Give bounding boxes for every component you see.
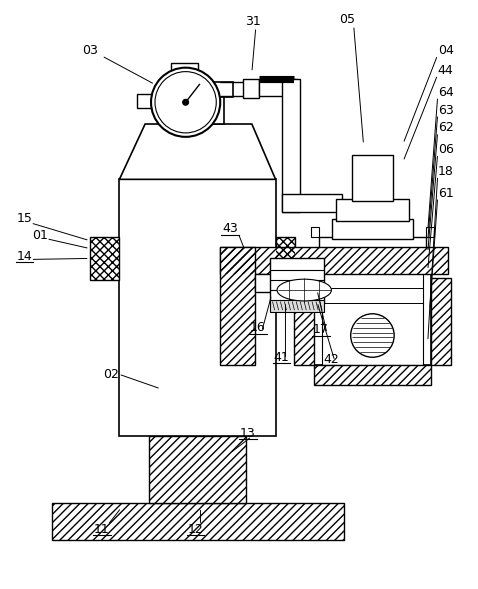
Text: 42: 42: [323, 353, 339, 366]
Bar: [120, 180, 276, 436]
Text: 17: 17: [313, 323, 329, 336]
Bar: [243, 78, 259, 98]
Text: 16: 16: [250, 321, 266, 334]
Circle shape: [351, 314, 394, 358]
Bar: [90, 237, 120, 280]
Text: 02: 02: [104, 368, 120, 380]
Text: 43: 43: [222, 222, 238, 235]
Bar: [284, 197, 340, 209]
Bar: [270, 300, 324, 312]
Bar: [220, 247, 255, 365]
Bar: [90, 237, 120, 280]
Bar: [181, 97, 224, 124]
Bar: [314, 365, 431, 385]
Text: 15: 15: [17, 213, 33, 226]
Bar: [314, 365, 431, 385]
Text: 63: 63: [438, 104, 454, 117]
Bar: [322, 249, 423, 365]
Bar: [282, 78, 300, 212]
Bar: [52, 502, 344, 540]
Text: 41: 41: [273, 351, 289, 364]
Bar: [259, 78, 296, 97]
Polygon shape: [120, 124, 276, 180]
Text: 06: 06: [438, 143, 454, 156]
Text: 05: 05: [339, 13, 355, 26]
Text: 04: 04: [438, 44, 454, 57]
Text: 61: 61: [438, 187, 454, 200]
Text: 18: 18: [438, 165, 454, 178]
Bar: [282, 194, 342, 212]
Bar: [319, 237, 426, 252]
Bar: [276, 237, 295, 280]
Bar: [332, 219, 413, 239]
Bar: [294, 278, 314, 365]
Text: 11: 11: [94, 523, 109, 536]
Bar: [149, 436, 246, 502]
Bar: [314, 249, 431, 365]
Bar: [220, 247, 447, 274]
Bar: [270, 259, 324, 303]
Text: 03: 03: [82, 44, 98, 57]
Bar: [261, 81, 294, 94]
Bar: [294, 278, 314, 365]
Text: 64: 64: [438, 86, 454, 99]
Bar: [431, 278, 450, 365]
Bar: [220, 247, 447, 274]
Bar: [52, 502, 344, 540]
Text: 31: 31: [245, 15, 261, 28]
Bar: [255, 274, 274, 292]
Circle shape: [151, 68, 220, 137]
Text: 62: 62: [438, 121, 454, 134]
Text: 13: 13: [240, 427, 256, 440]
Bar: [137, 94, 155, 108]
Bar: [220, 247, 255, 365]
Text: 44: 44: [438, 64, 454, 77]
Text: 01: 01: [33, 229, 48, 242]
Bar: [426, 227, 434, 237]
Circle shape: [155, 72, 216, 133]
Bar: [149, 436, 246, 502]
Bar: [352, 155, 393, 201]
Bar: [171, 62, 198, 75]
Circle shape: [183, 100, 189, 105]
Text: 14: 14: [17, 250, 33, 263]
Bar: [284, 81, 298, 210]
Bar: [311, 227, 319, 237]
Bar: [336, 199, 409, 221]
Bar: [431, 278, 450, 365]
Bar: [171, 82, 233, 97]
Bar: [276, 237, 295, 280]
Ellipse shape: [277, 279, 331, 301]
Text: 12: 12: [188, 523, 203, 536]
